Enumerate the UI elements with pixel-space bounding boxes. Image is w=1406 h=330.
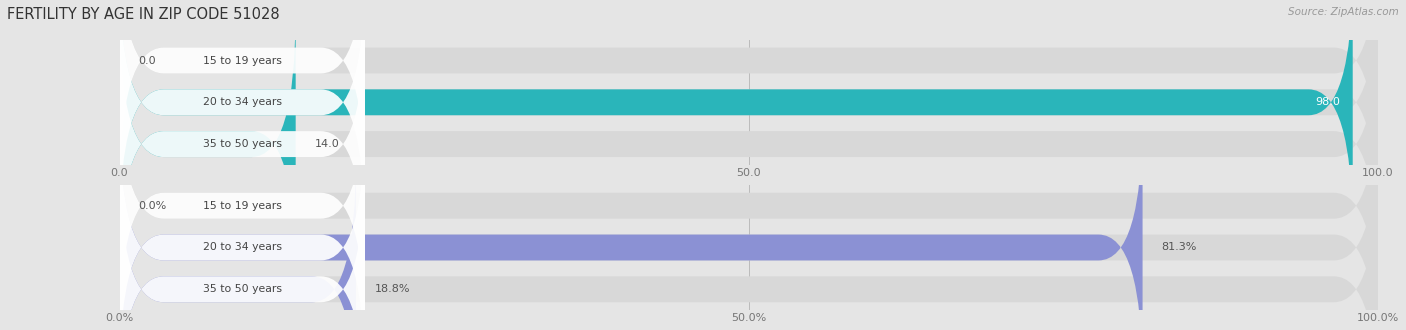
FancyBboxPatch shape	[120, 156, 366, 330]
Text: FERTILITY BY AGE IN ZIP CODE 51028: FERTILITY BY AGE IN ZIP CODE 51028	[7, 7, 280, 21]
FancyBboxPatch shape	[120, 11, 295, 278]
Text: 15 to 19 years: 15 to 19 years	[202, 55, 281, 65]
Text: 20 to 34 years: 20 to 34 years	[202, 243, 281, 252]
Text: 35 to 50 years: 35 to 50 years	[202, 139, 281, 149]
FancyBboxPatch shape	[120, 0, 1353, 236]
Text: 35 to 50 years: 35 to 50 years	[202, 284, 281, 294]
Text: 0.0%: 0.0%	[138, 201, 167, 211]
FancyBboxPatch shape	[120, 114, 1143, 330]
FancyBboxPatch shape	[120, 0, 366, 236]
Text: 0.0: 0.0	[138, 55, 156, 65]
Text: 18.8%: 18.8%	[375, 284, 411, 294]
Text: 14.0: 14.0	[315, 139, 339, 149]
FancyBboxPatch shape	[120, 0, 1378, 194]
FancyBboxPatch shape	[120, 114, 1378, 330]
FancyBboxPatch shape	[120, 0, 1378, 236]
FancyBboxPatch shape	[120, 72, 1378, 330]
FancyBboxPatch shape	[120, 0, 366, 194]
FancyBboxPatch shape	[120, 156, 1378, 330]
Text: 81.3%: 81.3%	[1161, 243, 1197, 252]
FancyBboxPatch shape	[120, 72, 366, 330]
Text: 20 to 34 years: 20 to 34 years	[202, 97, 281, 107]
FancyBboxPatch shape	[120, 11, 366, 278]
Text: Source: ZipAtlas.com: Source: ZipAtlas.com	[1288, 7, 1399, 16]
FancyBboxPatch shape	[120, 11, 1378, 278]
Text: 98.0: 98.0	[1315, 97, 1340, 107]
Text: 15 to 19 years: 15 to 19 years	[202, 201, 281, 211]
FancyBboxPatch shape	[120, 114, 366, 330]
FancyBboxPatch shape	[120, 156, 356, 330]
